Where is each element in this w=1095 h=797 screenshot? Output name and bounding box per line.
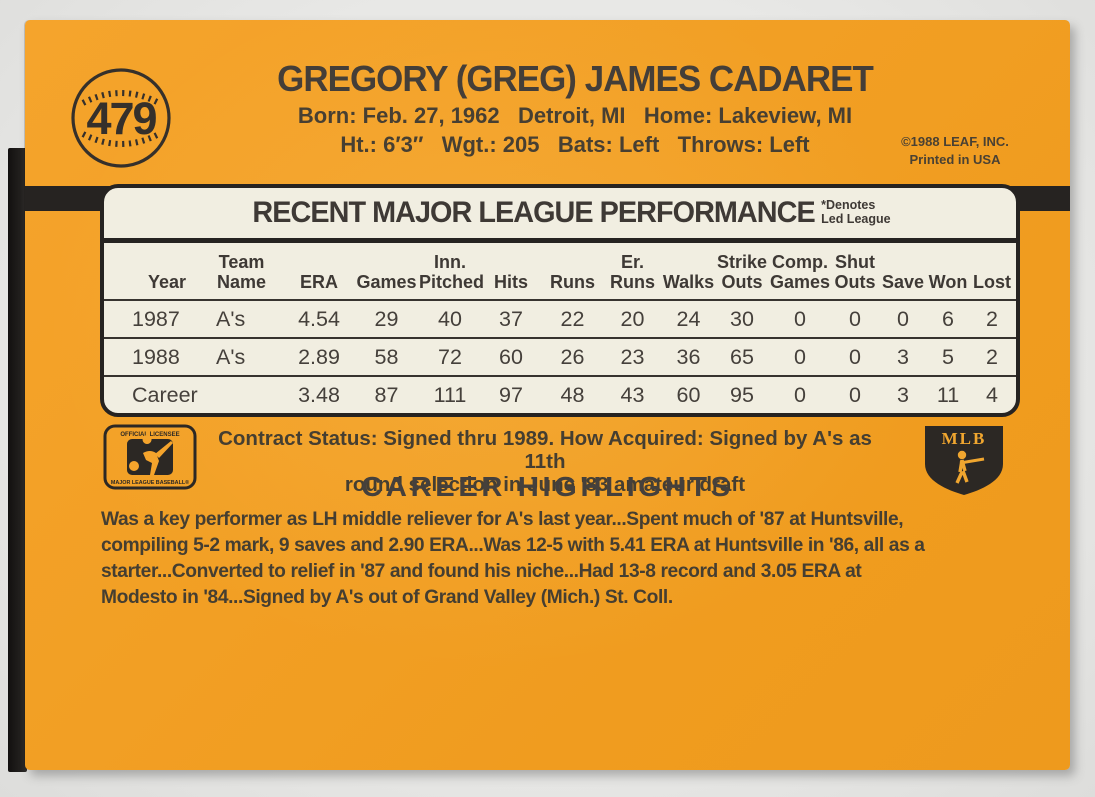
- column-header: Inn. Pitched: [419, 251, 485, 292]
- stat-cell: [199, 377, 284, 413]
- stat-cell: 97: [499, 383, 523, 407]
- row-divider: [104, 337, 1016, 339]
- stat-cell: 5: [942, 345, 954, 369]
- stat-cell: 26: [560, 345, 585, 369]
- baseball-card-back: 479 GREGORY (GREG) JAMES CADARET Born: F…: [25, 20, 1070, 770]
- stat-cell: 11: [936, 383, 960, 407]
- stat-cell: Career: [132, 383, 198, 407]
- column-header: Er. Runs: [610, 251, 655, 292]
- card-number: 479: [86, 93, 157, 144]
- stat-cell: 3.48: [298, 383, 340, 407]
- copyright-notice: ©1988 LEAF, INC. Printed in USA: [901, 134, 1009, 167]
- stat-cell: 60: [499, 345, 523, 369]
- major-league-baseball-label: MAJOR LEAGUE BASEBALL®: [111, 479, 189, 486]
- stat-cell: 48: [560, 383, 585, 407]
- row-divider: [104, 375, 1016, 377]
- card-header: GREGORY (GREG) JAMES CADARET Born: Feb. …: [180, 58, 970, 158]
- stat-cell: 40: [438, 307, 462, 331]
- column-header: Shut Outs: [834, 251, 876, 292]
- stat-cell: 24: [676, 307, 701, 331]
- stat-cell: 87: [374, 383, 399, 407]
- stat-cell: 111: [433, 383, 467, 407]
- stat-cell: 0: [849, 307, 861, 331]
- contract-status-text: Contract Status: Signed thru 1989. How A…: [218, 427, 872, 497]
- stat-cell: 29: [374, 307, 399, 331]
- stat-cell: A's: [216, 345, 246, 369]
- stats-title: RECENT MAJOR LEAGUE PERFORMANCE: [252, 196, 816, 229]
- column-header: ERA: [299, 271, 338, 292]
- column-header: Strike Outs: [716, 251, 768, 292]
- stat-cell: 65: [730, 345, 754, 369]
- column-header: Year: [148, 271, 187, 292]
- stat-cell: 0: [897, 307, 909, 331]
- career-highlights-heading: CAREER HIGHLIGHTS: [361, 471, 734, 502]
- title-divider: [104, 238, 1016, 243]
- card-edge-shadow: [8, 148, 27, 772]
- stat-cell: 36: [676, 345, 701, 369]
- column-header: Walks: [662, 271, 715, 292]
- stat-cell: 60: [676, 383, 701, 407]
- card-number-baseball-icon: 479: [70, 67, 172, 169]
- stat-cell: 1988: [132, 345, 180, 369]
- column-header: Team Name: [216, 251, 267, 292]
- stat-cell: 2: [986, 307, 998, 331]
- stat-cell: 0: [794, 383, 806, 407]
- player-name: GREGORY (GREG) JAMES CADARET: [277, 58, 874, 99]
- official-licensee-label: OFFICIAL LICENSEE: [120, 432, 179, 438]
- stat-cell: 4: [986, 383, 998, 407]
- stat-cell: 20: [620, 307, 645, 331]
- row-divider: [104, 299, 1016, 301]
- stat-cell: 2: [986, 345, 998, 369]
- column-header: Comp. Games: [769, 251, 831, 292]
- stat-cell: 23: [620, 345, 645, 369]
- stat-cell: 0: [849, 383, 861, 407]
- stat-cell: 22: [560, 307, 585, 331]
- stat-cell: 72: [438, 345, 462, 369]
- baseball-outline-icon: [71, 68, 171, 168]
- mlb-shield-label: MLB: [942, 429, 987, 448]
- stat-cell: 1987: [132, 307, 180, 331]
- stat-cell: 6: [942, 307, 954, 331]
- column-header: Hits: [493, 271, 528, 292]
- stat-cell: 3: [897, 345, 909, 369]
- column-header: Won: [928, 271, 968, 292]
- stat-cell: 4.54: [298, 307, 340, 331]
- bio-line-physical: Ht.: 6′3″ Wgt.: 205 Bats: Left Throws: L…: [340, 132, 810, 157]
- stat-cell: 0: [794, 345, 806, 369]
- stats-table: RECENT MAJOR LEAGUE PERFORMANCE *Denotes…: [100, 184, 1020, 417]
- stat-cell: 2.89: [298, 345, 340, 369]
- led-league-note: *Denotes Led League: [821, 198, 891, 226]
- stat-cell: 3: [897, 383, 909, 407]
- mlb-official-licensee-logo: OFFICIAL LICENSEE MAJOR LEAGUE BASEBALL®: [103, 424, 197, 495]
- mlb-shield-logo: MLB: [920, 422, 1008, 505]
- bio-line-born: Born: Feb. 27, 1962 Detroit, MI Home: La…: [297, 103, 853, 128]
- stat-cell: 0: [849, 345, 861, 369]
- stat-cell: 95: [730, 383, 754, 407]
- stat-cell: 58: [374, 345, 399, 369]
- column-header: Lost: [973, 271, 1011, 292]
- stat-cell: A's: [216, 307, 246, 331]
- stats-title-row: RECENT MAJOR LEAGUE PERFORMANCE *Denotes…: [104, 188, 1016, 238]
- column-header: Save: [881, 271, 925, 292]
- stat-cell: 37: [499, 307, 523, 331]
- column-header: Games: [356, 271, 417, 292]
- stat-cell: 0: [794, 307, 806, 331]
- column-header: Runs: [550, 271, 595, 292]
- stats-grid: Year Team Name ERA Games Inn. Pitched Hits Runs E…: [104, 243, 1016, 413]
- stat-cell: 43: [620, 383, 645, 407]
- career-highlights-text: Was a key performer as LH middle relieve…: [101, 508, 925, 608]
- batter-silhouette-icon: [955, 450, 985, 484]
- stat-cell: 30: [730, 307, 754, 331]
